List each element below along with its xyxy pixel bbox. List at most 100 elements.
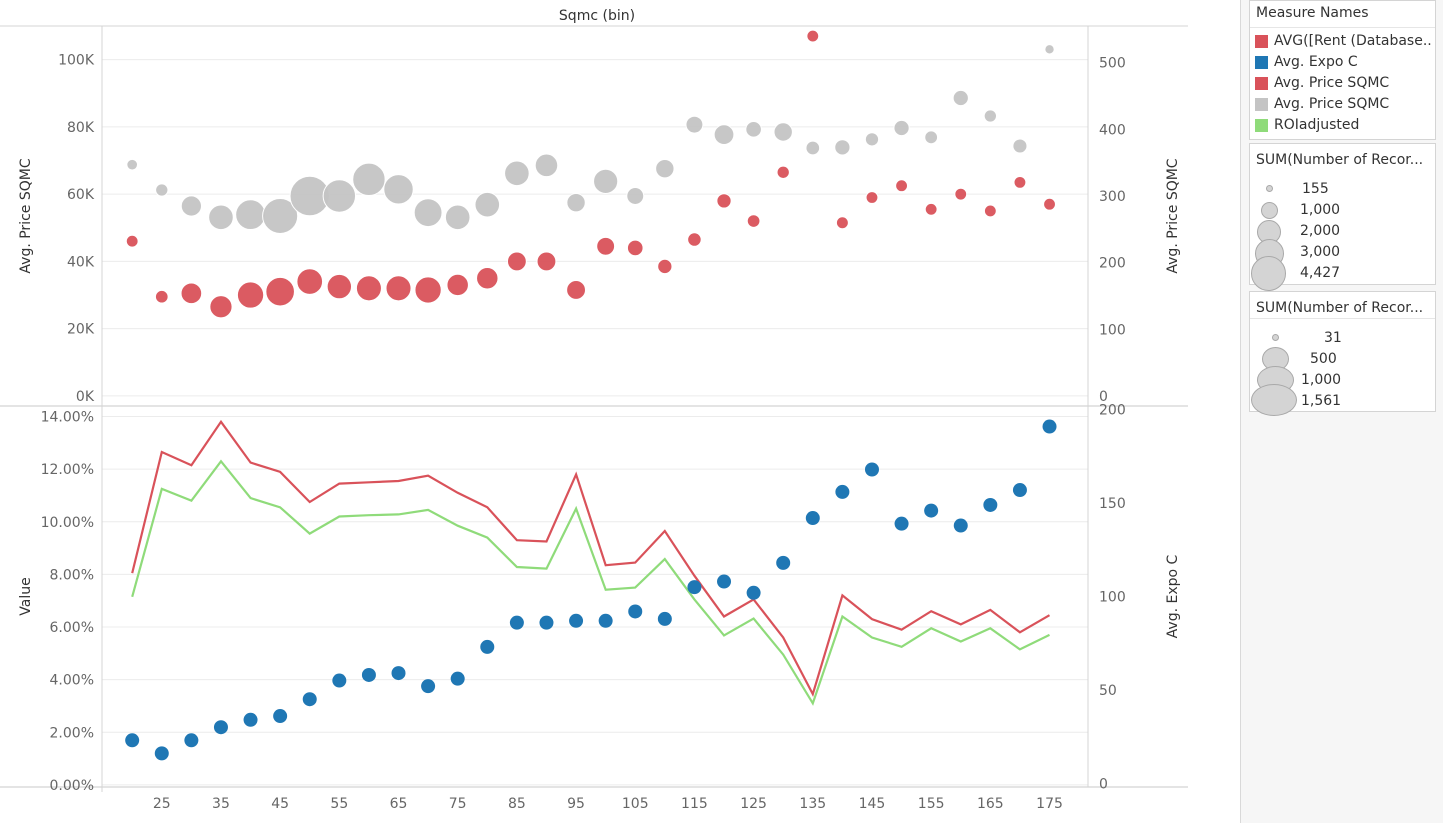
expo-c-point bbox=[805, 511, 820, 526]
size-circle bbox=[1251, 384, 1297, 416]
size-label: 4,427 bbox=[1300, 265, 1341, 281]
size-circle bbox=[1266, 185, 1273, 192]
price-sqmc-gray-point bbox=[444, 204, 471, 231]
size-label: 2,000 bbox=[1300, 223, 1341, 239]
x-tick-label: 125 bbox=[740, 796, 767, 812]
legend-item-roi[interactable]: ROIadjusted bbox=[1250, 116, 1435, 137]
price-sqmc-gray-point bbox=[352, 162, 386, 197]
y-right-axis-title: Avg. Price SQMC bbox=[1165, 158, 1181, 273]
price-sqmc-red-point bbox=[1013, 175, 1027, 189]
legend-item-rent[interactable]: AVG([Rent (Database.. bbox=[1250, 32, 1435, 53]
expo-c-point bbox=[953, 518, 968, 533]
size-label: 1,000 bbox=[1300, 202, 1341, 218]
color-legend-title: Measure Names bbox=[1250, 1, 1435, 28]
price-sqmc-red-point bbox=[265, 276, 295, 307]
color-legend[interactable]: Measure Names AVG([Rent (Database.. Avg.… bbox=[1249, 0, 1436, 140]
x-tick-label: 95 bbox=[567, 796, 585, 812]
x-tick-label: 145 bbox=[859, 796, 886, 812]
y-tick-label: 14.00% bbox=[41, 410, 94, 426]
expo-c-point bbox=[361, 667, 376, 682]
price-sqmc-red-point bbox=[536, 251, 557, 272]
price-sqmc-red-point bbox=[865, 191, 879, 204]
legend-item-expo[interactable]: Avg. Expo C bbox=[1250, 53, 1435, 74]
axis-labels: 0K20K40K60K80K100K01002003004005000.00%2… bbox=[18, 53, 1181, 812]
size-circle bbox=[1251, 256, 1286, 291]
price-sqmc-gray-point bbox=[655, 158, 675, 179]
expo-c-point bbox=[746, 585, 761, 600]
price-sqmc-red-point bbox=[895, 179, 908, 193]
price-sqmc-gray-point bbox=[893, 119, 910, 137]
expo-c-point bbox=[184, 733, 199, 748]
chart: Sqmc (bin) 0K 20K 40K 60K 80K 100K 0 100 200 300 4… bbox=[0, 8, 1188, 812]
legend-item-price-gray[interactable]: Avg. Price SQMC bbox=[1250, 95, 1435, 116]
y-right-tick-label: 0 bbox=[1099, 389, 1108, 405]
price-sqmc-red-point bbox=[355, 275, 382, 302]
expo-c-point bbox=[1042, 419, 1057, 434]
y-tick-label: 4.00% bbox=[50, 673, 94, 689]
legend-item-price-red[interactable]: Avg. Price SQMC bbox=[1250, 74, 1435, 95]
expo-c-point bbox=[983, 497, 998, 512]
price-sqmc-gray-point bbox=[626, 187, 645, 205]
y-tick-label: 40K bbox=[67, 254, 95, 270]
price-sqmc-gray-point bbox=[713, 124, 735, 146]
expo-c-point bbox=[628, 604, 643, 619]
price-sqmc-red-point bbox=[209, 295, 233, 319]
expo-c-point bbox=[421, 679, 436, 694]
legend-swatch bbox=[1255, 35, 1268, 48]
size-circle bbox=[1272, 334, 1279, 341]
y-tick-label: 8.00% bbox=[50, 567, 94, 583]
price-sqmc-red-point bbox=[806, 29, 820, 43]
size-label: 3,000 bbox=[1300, 244, 1341, 260]
rent-line bbox=[131, 419, 1051, 698]
size-legend-item: 2,000 bbox=[1250, 220, 1435, 244]
top-panel-gridlines bbox=[102, 59, 1088, 397]
price-sqmc-red-point bbox=[180, 282, 203, 305]
price-sqmc-red-point bbox=[983, 204, 997, 218]
size-label: 31 bbox=[1324, 330, 1342, 346]
expo-c-point bbox=[243, 712, 258, 727]
price-sqmc-gray-point bbox=[593, 168, 619, 194]
price-sqmc-red-point bbox=[476, 266, 499, 290]
legend-label: AVG([Rent (Database.. bbox=[1274, 33, 1432, 49]
x-tick-label: 85 bbox=[508, 796, 526, 812]
price-sqmc-red-point bbox=[657, 258, 673, 275]
price-sqmc-red-point bbox=[154, 289, 169, 304]
price-sqmc-red-point bbox=[236, 281, 265, 309]
expo-c-point bbox=[835, 484, 850, 499]
price-sqmc-gray-point bbox=[474, 191, 501, 218]
price-sqmc-red-point bbox=[125, 234, 139, 248]
x-tick-label: 155 bbox=[918, 796, 945, 812]
legend-swatch bbox=[1255, 119, 1268, 132]
y-right-tick-label: 200 bbox=[1099, 403, 1126, 419]
legend-swatch bbox=[1255, 56, 1268, 69]
price-sqmc-gray-point bbox=[262, 197, 299, 235]
expo-c-point bbox=[509, 615, 524, 630]
x-tick-label: 65 bbox=[390, 796, 408, 812]
x-tick-label: 105 bbox=[622, 796, 649, 812]
size-label: 500 bbox=[1310, 351, 1337, 367]
y-tick-label: 0.00% bbox=[50, 778, 94, 794]
expo-c-point bbox=[480, 639, 495, 654]
legend-label: Avg. Price SQMC bbox=[1274, 96, 1390, 112]
panel-frames bbox=[0, 25, 1188, 792]
y-tick-label: 10.00% bbox=[41, 515, 94, 531]
price-sqmc-gray-point bbox=[834, 139, 851, 156]
price-sqmc-gray-point bbox=[504, 160, 530, 187]
x-tick-label: 135 bbox=[799, 796, 826, 812]
x-tick-label: 25 bbox=[153, 796, 171, 812]
size-label: 155 bbox=[1302, 181, 1329, 197]
price-sqmc-gray-point bbox=[685, 115, 704, 134]
price-sqmc-red-point bbox=[506, 251, 527, 272]
size-legend-item: 1,000 bbox=[1250, 201, 1435, 222]
legend-label: ROIadjusted bbox=[1274, 117, 1360, 133]
expo-c-point bbox=[154, 746, 169, 761]
size-legend-item: 31 bbox=[1250, 329, 1435, 350]
expo-c-point bbox=[1012, 483, 1027, 498]
expo-c-point bbox=[213, 720, 228, 735]
y-right-tick-label: 0 bbox=[1099, 776, 1108, 792]
size-legend-1[interactable]: SUM(Number of Recor... 155 1,000 2,000 3… bbox=[1249, 143, 1436, 291]
price-sqmc-red-point bbox=[746, 214, 761, 228]
y-axis-title: Avg. Price SQMC bbox=[18, 158, 34, 273]
expo-c-point bbox=[332, 673, 347, 688]
size-legend-2[interactable]: SUM(Number of Recor... 31 500 1,000 1,56… bbox=[1249, 291, 1436, 416]
